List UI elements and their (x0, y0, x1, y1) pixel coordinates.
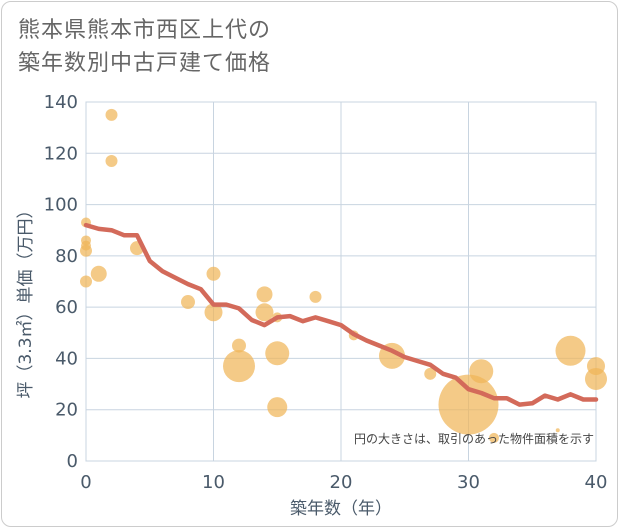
bubble-point (555, 335, 586, 366)
bubble-point (309, 290, 322, 303)
bubble-point (105, 108, 118, 121)
bubble-point (232, 338, 246, 353)
x-tick-label: 40 (585, 472, 608, 493)
y-tick-label: 60 (55, 297, 78, 318)
title-line-1: 熊本県熊本市西区上代の (18, 18, 272, 43)
y-tick-label: 80 (55, 246, 78, 267)
trend-line (83, 222, 599, 407)
x-axis-label: 築年数（年） (290, 499, 392, 519)
bubble-point (424, 367, 437, 380)
y-axis-label: 坪（3.3㎡）単価（万円） (16, 201, 36, 398)
bubble-point (267, 397, 288, 418)
chart-title: 熊本県熊本市西区上代の 築年数別中古戸建て価格 (18, 14, 271, 80)
bubble-point (181, 295, 195, 310)
bubble-point (555, 428, 560, 433)
bubble-point (80, 244, 92, 257)
bubble-point (469, 359, 494, 384)
bubble-point (80, 275, 92, 288)
y-tick-label: 100 (44, 195, 78, 216)
y-tick-label: 40 (55, 348, 78, 369)
y-tick-label: 140 (44, 92, 78, 113)
bubble-point (255, 303, 274, 322)
x-tick-label: 10 (202, 472, 225, 493)
bubble-point (90, 265, 107, 282)
x-tick-label: 0 (80, 472, 91, 493)
bubble-point (105, 154, 118, 167)
size-annotation: 円の大きさは、取引のあった物件面積を示す (354, 431, 594, 446)
x-tick-label: 20 (330, 472, 353, 493)
bubble-point (265, 341, 290, 366)
grid (85, 101, 597, 462)
x-tick-label: 30 (457, 472, 480, 493)
bubble-point (438, 374, 499, 435)
y-tick-label: 20 (55, 400, 78, 421)
bubble-point (256, 286, 273, 303)
bubble-point (204, 303, 223, 322)
y-tick-label: 120 (44, 143, 78, 164)
title-line-2: 築年数別中古戸建て価格 (18, 51, 272, 76)
bubble-point (206, 266, 221, 281)
axes: 0 10 20 30 40 0 20 40 60 80 100 120 140 (44, 92, 608, 493)
bubbles (80, 108, 607, 443)
bubble-point (489, 432, 499, 443)
trend-line-group (83, 222, 599, 407)
y-tick-label: 0 (67, 451, 78, 472)
bubble-point (585, 367, 607, 390)
bubble-point (223, 350, 255, 383)
